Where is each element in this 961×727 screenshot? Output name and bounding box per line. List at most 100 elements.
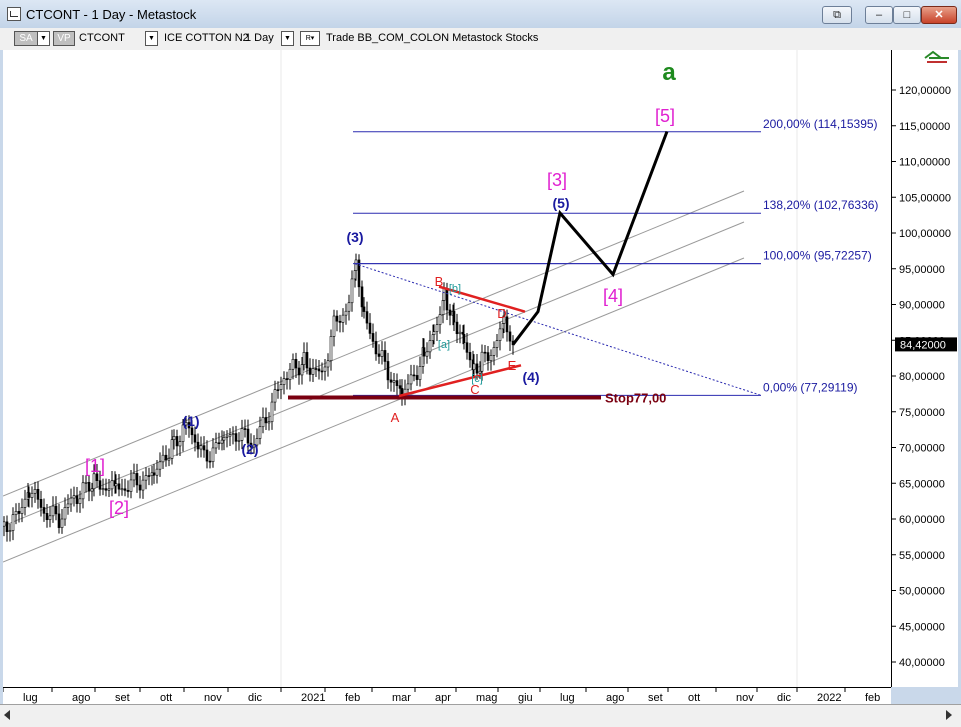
fib-level-label: 0,00% (77,29119) bbox=[763, 380, 858, 394]
fib-level-label: 138,20% (102,76336) bbox=[763, 198, 878, 212]
price-candle bbox=[69, 497, 73, 505]
price-tick-label: 40,00000 bbox=[899, 657, 945, 669]
price-chart[interactable]: 200,00% (114,15395) 138,20% (102,76336) 10… bbox=[2, 50, 891, 687]
price-candle bbox=[240, 428, 244, 441]
price-candle bbox=[72, 495, 76, 499]
price-candle bbox=[208, 460, 212, 463]
price-candle bbox=[234, 433, 238, 442]
price-candle bbox=[222, 437, 226, 441]
price-candle bbox=[455, 321, 459, 335]
price-candle bbox=[338, 320, 342, 323]
price-candle bbox=[75, 495, 79, 504]
restore-icon: ⧉ bbox=[833, 9, 841, 21]
title-bar[interactable]: CTCONT - 1 Day - Metastock ⧉ – □ ✕ bbox=[0, 0, 961, 28]
chart-area[interactable]: 200,00% (114,15395) 138,20% (102,76336) 10… bbox=[2, 50, 891, 687]
time-tick-label: nov bbox=[204, 692, 222, 704]
horizontal-scrollbar[interactable] bbox=[0, 704, 961, 727]
wave-label-2-big: [2] bbox=[109, 498, 129, 518]
price-candle bbox=[228, 434, 232, 437]
period-dropdown-icon[interactable]: ▼ bbox=[281, 31, 294, 46]
price-candle bbox=[406, 383, 410, 390]
price-axis[interactable]: 120,00000 115,00000 110,00000 105,00000 100,… bbox=[891, 50, 958, 687]
stop-label: Stop77,00 bbox=[605, 390, 666, 405]
price-candle bbox=[258, 426, 262, 439]
wave-label-1: (1) bbox=[182, 413, 199, 429]
price-candle bbox=[132, 473, 136, 481]
time-axis[interactable]: lug ago set ott nov dic 2021 feb mar apr mag giu lug… bbox=[2, 687, 891, 704]
price-candle bbox=[249, 442, 253, 448]
wave-label-D: D bbox=[497, 306, 506, 321]
time-tick-label: set bbox=[648, 692, 663, 704]
price-candle bbox=[66, 503, 70, 508]
price-candle bbox=[326, 360, 330, 368]
projection-path bbox=[511, 130, 669, 346]
price-candle bbox=[36, 489, 40, 500]
price-candle bbox=[164, 454, 168, 461]
price-candle bbox=[354, 259, 358, 271]
price-candle bbox=[39, 499, 43, 508]
wave-label-4-big: [4] bbox=[603, 286, 623, 306]
price-candle bbox=[291, 358, 295, 370]
time-tick-label: lug bbox=[560, 692, 575, 704]
time-tick-label: set bbox=[115, 692, 130, 704]
price-candle bbox=[196, 441, 200, 450]
vp-button[interactable]: VP bbox=[53, 31, 75, 46]
time-tick-label: dic bbox=[777, 692, 792, 704]
price-candle bbox=[42, 507, 46, 514]
price-candle bbox=[141, 479, 145, 491]
price-tick-label: 60,00000 bbox=[899, 514, 945, 526]
price-candle bbox=[502, 316, 506, 324]
price-axis-svg: 120,00000 115,00000 110,00000 105,00000 100,… bbox=[891, 50, 957, 687]
minimize-icon: – bbox=[875, 9, 883, 21]
price-tick-label: 50,00000 bbox=[899, 586, 945, 598]
price-candle bbox=[123, 488, 127, 491]
price-candle bbox=[267, 421, 271, 424]
symbol-dropdown-icon[interactable]: ▼ bbox=[145, 31, 158, 46]
sa-button[interactable]: SA bbox=[14, 31, 38, 46]
wave-label-2: (2) bbox=[241, 441, 258, 457]
price-tick-label: 105,00000 bbox=[899, 192, 951, 204]
maximize-button[interactable]: □ bbox=[893, 6, 921, 24]
triangle-lower-line bbox=[398, 364, 522, 398]
price-candle bbox=[104, 488, 108, 491]
price-candle bbox=[480, 351, 484, 372]
price-candle bbox=[202, 445, 206, 451]
close-button[interactable]: ✕ bbox=[921, 6, 957, 24]
wave-label-1-big: [1] bbox=[85, 456, 105, 476]
price-candle bbox=[302, 352, 306, 365]
price-candle bbox=[438, 314, 442, 326]
price-candle bbox=[60, 518, 64, 528]
period-label[interactable]: 1 Day bbox=[245, 32, 274, 44]
sa-dropdown-icon[interactable]: ▼ bbox=[37, 31, 50, 46]
price-candle bbox=[237, 440, 241, 442]
restore-layout-button[interactable]: ⧉ bbox=[822, 6, 852, 24]
price-candle bbox=[187, 422, 191, 429]
scroll-right-icon[interactable] bbox=[946, 710, 952, 720]
price-candle bbox=[428, 340, 432, 353]
time-tick-label: dic bbox=[248, 692, 263, 704]
r-label: R bbox=[305, 35, 311, 42]
wave-label-5-big: [5] bbox=[655, 106, 675, 126]
price-candle bbox=[214, 442, 218, 449]
price-candle bbox=[442, 288, 446, 301]
symbol-label[interactable]: CTCONT bbox=[79, 32, 125, 44]
chart-tools-icon bbox=[924, 50, 949, 59]
price-candle bbox=[409, 374, 413, 385]
price-candle bbox=[81, 482, 85, 500]
wave-label-sub-c: [c] bbox=[471, 373, 483, 385]
wave-label-C: C bbox=[470, 382, 479, 397]
r-button[interactable]: R▾ bbox=[300, 31, 320, 46]
price-candle bbox=[20, 507, 24, 514]
price-candle bbox=[57, 513, 61, 528]
scroll-left-icon[interactable] bbox=[4, 710, 10, 720]
price-candle bbox=[2, 521, 6, 527]
price-candle bbox=[264, 417, 268, 424]
minimize-button[interactable]: – bbox=[865, 6, 893, 24]
price-candle bbox=[305, 352, 309, 369]
window-title: CTCONT - 1 Day - Metastock bbox=[26, 7, 197, 22]
price-candle bbox=[368, 322, 372, 334]
fib-dotted-line bbox=[354, 263, 762, 396]
price-candle bbox=[347, 302, 351, 312]
price-candle bbox=[288, 368, 292, 380]
price-candle bbox=[383, 350, 387, 362]
